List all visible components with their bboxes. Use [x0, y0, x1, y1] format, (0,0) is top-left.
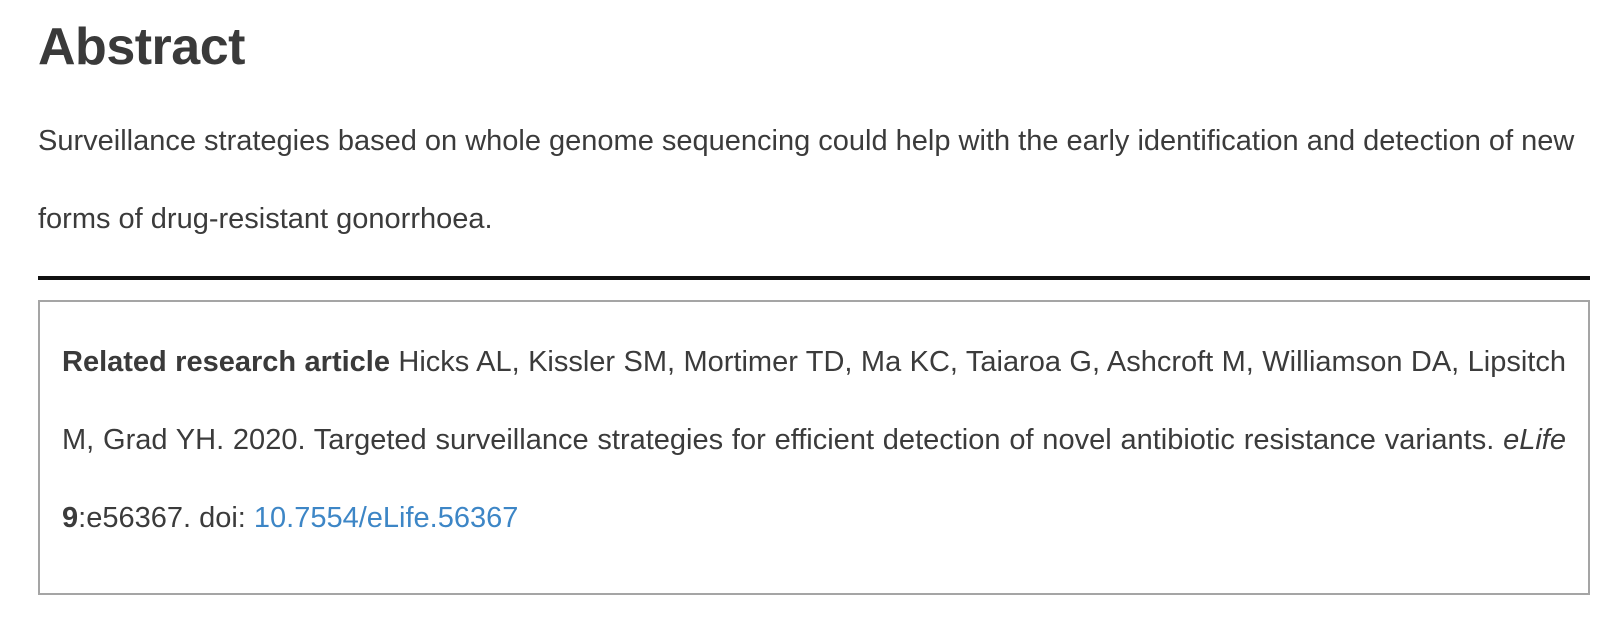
- volume-number: 9: [62, 502, 79, 534]
- section-divider: [38, 276, 1590, 280]
- journal-name: eLife: [1503, 424, 1566, 456]
- doi-link[interactable]: 10.7554/eLife.56367: [253, 502, 519, 534]
- related-article-box: Related research article Hicks AL, Kissl…: [38, 300, 1590, 595]
- related-article-citation: Related research article Hicks AL, Kissl…: [62, 323, 1566, 557]
- abstract-heading: Abstract: [38, 18, 245, 76]
- article-content: Abstract Surveillance strategies based o…: [38, 0, 1590, 595]
- article-number: :e56367. doi:: [78, 502, 254, 534]
- citation-text: Hicks AL, Kissler SM, Mortimer TD, Ma KC…: [62, 346, 1566, 456]
- abstract-body: Surveillance strategies based on whole g…: [38, 125, 1575, 235]
- related-article-label: Related research article: [62, 346, 390, 378]
